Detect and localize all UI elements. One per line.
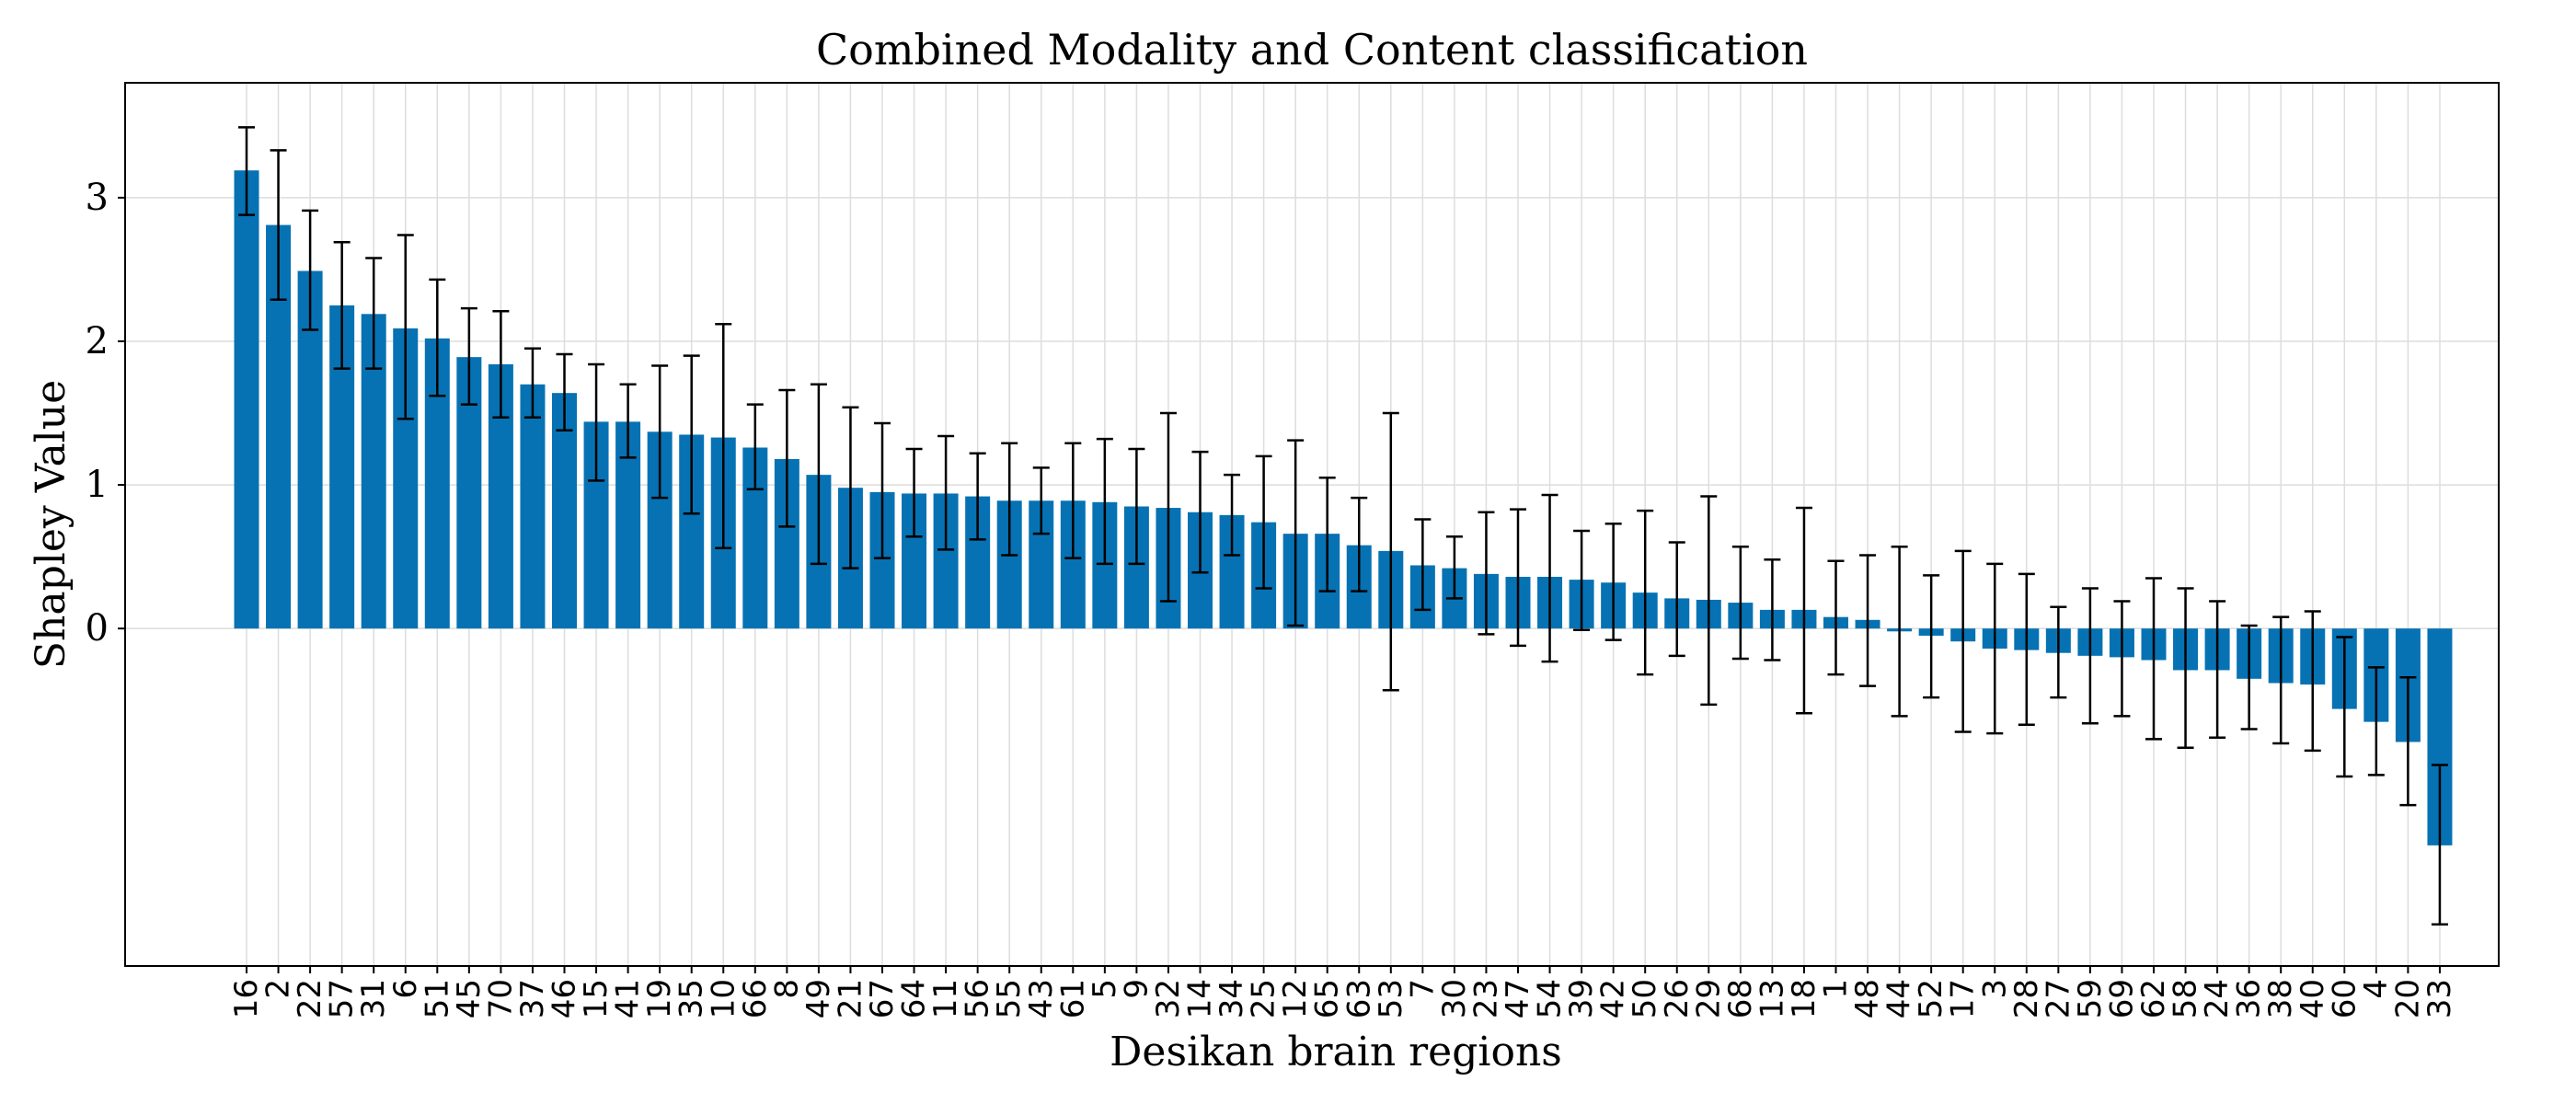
x-tick-label: 40: [2294, 979, 2331, 1018]
x-tick-label: 37: [514, 979, 551, 1018]
y-ticks: 0 1 2 3: [86, 177, 125, 650]
x-tick-label: 27: [2040, 979, 2076, 1018]
x-tick-label: 50: [1627, 979, 1663, 1018]
x-tick-label: 9: [1118, 979, 1155, 999]
x-tick-label: 26: [1659, 979, 1696, 1018]
x-tick-label: 23: [1467, 979, 1504, 1018]
x-tick-label: 61: [1054, 979, 1091, 1018]
x-tick-label: 58: [2168, 979, 2204, 1018]
x-tick-label: 59: [2072, 979, 2109, 1018]
x-tick-label: 3: [1976, 979, 2013, 999]
bar: [234, 170, 259, 629]
x-tick-label: 64: [896, 979, 933, 1018]
x-tick-label: 31: [355, 979, 392, 1018]
x-tick-label: 60: [2326, 979, 2363, 1018]
y-tick-label: 0: [86, 607, 109, 650]
x-tick-label: 15: [578, 979, 615, 1018]
x-tick-label: 16: [228, 979, 265, 1018]
x-tick-label: 8: [768, 979, 805, 999]
y-tick-label: 3: [86, 177, 109, 219]
y-axis-label: Shapley Value: [28, 380, 75, 669]
x-tick-label: 21: [832, 979, 868, 1018]
x-tick-label: 6: [387, 979, 424, 999]
x-tick-label: 35: [673, 979, 710, 1018]
x-tick-label: 2: [260, 979, 297, 999]
x-tick-label: 25: [1246, 979, 1282, 1018]
error-bars: [238, 126, 2448, 926]
x-tick-label: 13: [1754, 979, 1790, 1018]
x-tick-label: 52: [1913, 979, 1949, 1018]
x-tick-label: 24: [2199, 979, 2236, 1018]
x-tick-label: 47: [1500, 979, 1536, 1018]
x-tick-label: 67: [864, 979, 901, 1018]
x-tick-label: 28: [2008, 979, 2045, 1018]
x-tick-label: 69: [2103, 979, 2140, 1018]
x-tick-label: 38: [2262, 979, 2299, 1018]
x-tick-label: 10: [705, 979, 742, 1018]
x-tick-label: 1: [1818, 979, 1855, 999]
x-tick-label: 49: [800, 979, 837, 1018]
x-tick-label: 5: [1087, 979, 1123, 999]
x-tick-label: 63: [1340, 979, 1377, 1018]
x-tick-label: 36: [2231, 979, 2268, 1018]
x-ticks: 1622257316514570374615411935106684921676…: [228, 966, 2458, 1018]
x-tick-label: 57: [324, 979, 361, 1018]
bar: [520, 384, 546, 629]
bars: [234, 170, 2453, 845]
x-tick-label: 11: [927, 979, 964, 1018]
bar: [552, 393, 577, 629]
y-tick-label: 1: [86, 464, 109, 506]
x-tick-label: 30: [1436, 979, 1473, 1018]
x-tick-label: 45: [451, 979, 488, 1018]
x-tick-label: 44: [1881, 979, 1918, 1018]
x-tick-label: 54: [1532, 979, 1569, 1018]
x-tick-label: 29: [1690, 979, 1727, 1018]
x-tick-label: 4: [2358, 979, 2395, 999]
x-tick-label: 46: [546, 979, 583, 1018]
x-tick-label: 39: [1563, 979, 1600, 1018]
x-tick-label: 55: [991, 979, 1028, 1018]
x-tick-label: 42: [1595, 979, 1632, 1018]
x-tick-label: 17: [1945, 979, 1982, 1018]
x-tick-label: 32: [1150, 979, 1187, 1018]
x-tick-label: 34: [1213, 979, 1250, 1018]
x-tick-label: 66: [737, 979, 774, 1018]
x-tick-label: 18: [1786, 979, 1823, 1018]
x-tick-label: 33: [2421, 979, 2458, 1018]
x-tick-label: 68: [1722, 979, 1759, 1018]
x-tick-label: 48: [1849, 979, 1886, 1018]
x-axis-label: Desikan brain regions: [1110, 1029, 1562, 1075]
x-tick-label: 62: [2135, 979, 2172, 1018]
x-tick-label: 51: [419, 979, 455, 1018]
plot-frame: [124, 82, 2500, 967]
y-tick-label: 2: [86, 320, 109, 362]
x-tick-label: 14: [1182, 979, 1219, 1018]
x-tick-label: 43: [1023, 979, 1060, 1018]
x-tick-label: 53: [1373, 979, 1409, 1018]
x-tick-label: 41: [610, 979, 647, 1018]
x-tick-label: 19: [641, 979, 678, 1018]
x-tick-label: 65: [1309, 979, 1346, 1018]
chart-title: Combined Modality and Content classifica…: [816, 25, 1808, 75]
x-tick-label: 56: [960, 979, 996, 1018]
x-tick-label: 70: [482, 979, 519, 1018]
x-tick-label: 12: [1277, 979, 1314, 1018]
x-tick-label: 20: [2389, 979, 2426, 1018]
x-tick-label: 22: [292, 979, 328, 1018]
x-tick-label: 7: [1404, 979, 1441, 999]
